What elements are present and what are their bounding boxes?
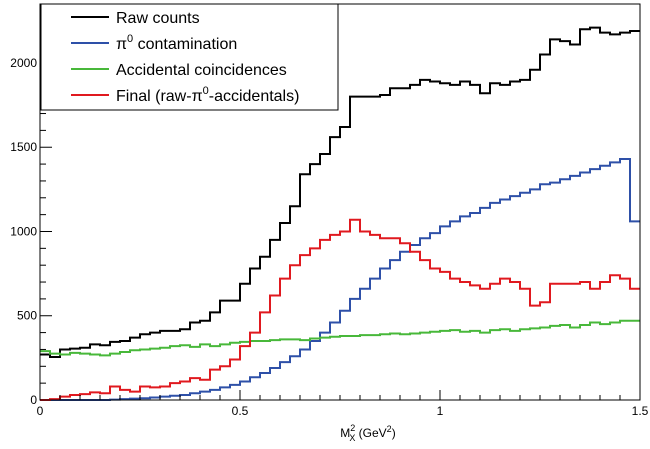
series-line-4 xyxy=(40,218,640,401)
series-layer xyxy=(40,26,640,401)
x-axis-title: M2 X (GeV2) xyxy=(340,423,395,443)
x-tick-label: 1.5 xyxy=(632,404,649,418)
y-tick-label: 2000 xyxy=(10,56,37,70)
y-tick-label: 500 xyxy=(17,309,37,323)
legend-item-label: Raw counts xyxy=(116,10,200,27)
legend: Raw counts π0 contamination Accidental coi… xyxy=(40,3,339,111)
legend-box xyxy=(40,3,339,111)
axes-layer: 0 0.5 1 1.5 0 500 1000 1500 2000 xyxy=(10,3,649,418)
x-tick-label: 0.5 xyxy=(232,404,249,418)
y-tick-label: 0 xyxy=(30,393,37,407)
x-axis-label: M2 X (GeV2) xyxy=(340,423,395,443)
legend-item-label: Accidental coincidences xyxy=(116,62,287,79)
series-line-2 xyxy=(40,158,640,401)
series-line-1 xyxy=(40,26,640,359)
x-tick-label: 0 xyxy=(37,404,44,418)
y-tick-label: 1500 xyxy=(10,140,37,154)
x-tick-label: 1 xyxy=(437,404,444,418)
legend-item-label: Final (raw-π0-accidentals) xyxy=(116,85,299,105)
legend-item-label: π0 contamination xyxy=(116,33,237,53)
series-line-3 xyxy=(40,319,640,357)
y-tick-label: 1000 xyxy=(10,224,37,238)
